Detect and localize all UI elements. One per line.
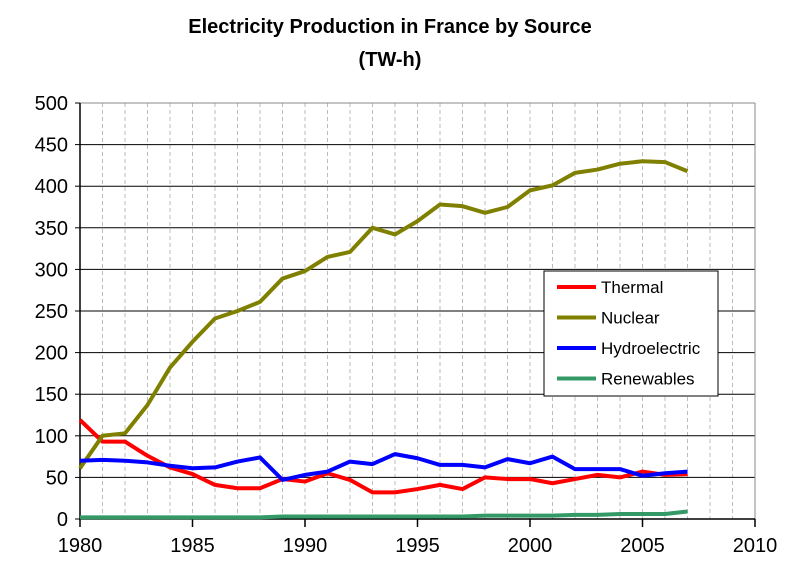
x-tick-label: 2000 <box>508 535 553 557</box>
series-line-thermal <box>78 418 688 495</box>
x-tick-label: 1985 <box>170 535 215 557</box>
y-tick-label: 300 <box>35 259 68 281</box>
series-line-renewables <box>80 509 688 520</box>
chart-title: Electricity Production in France by Sour… <box>188 16 591 38</box>
series-line-hydroelectric <box>79 452 688 482</box>
legend-label-hydroelectric: Hydroelectric <box>601 339 701 358</box>
y-tick-label: 250 <box>35 301 68 323</box>
x-tick-label: 2005 <box>620 535 665 557</box>
y-tick-label: 500 <box>35 93 68 115</box>
y-tick-label: 50 <box>46 467 68 489</box>
x-tick-label: 1990 <box>283 535 328 557</box>
legend <box>543 270 719 397</box>
y-tick-label: 0 <box>57 509 68 531</box>
y-tick-label: 350 <box>35 218 68 240</box>
x-tick-label: 1995 <box>395 535 440 557</box>
series-line-nuclear <box>78 159 689 470</box>
x-tick-label: 2010 <box>733 535 778 557</box>
y-tick-label: 400 <box>35 176 68 198</box>
y-tick-label: 150 <box>35 384 68 406</box>
legend-label-nuclear: Nuclear <box>601 309 660 328</box>
y-tick-label: 450 <box>35 135 68 157</box>
y-tick-label: 200 <box>35 343 68 365</box>
x-tick-label: 1980 <box>58 535 103 557</box>
legend-label-renewables: Renewables <box>601 370 695 389</box>
chart-subtitle: (TW-h) <box>359 49 422 71</box>
legend-label-thermal: Thermal <box>601 278 663 297</box>
y-tick-label: 100 <box>35 426 68 448</box>
